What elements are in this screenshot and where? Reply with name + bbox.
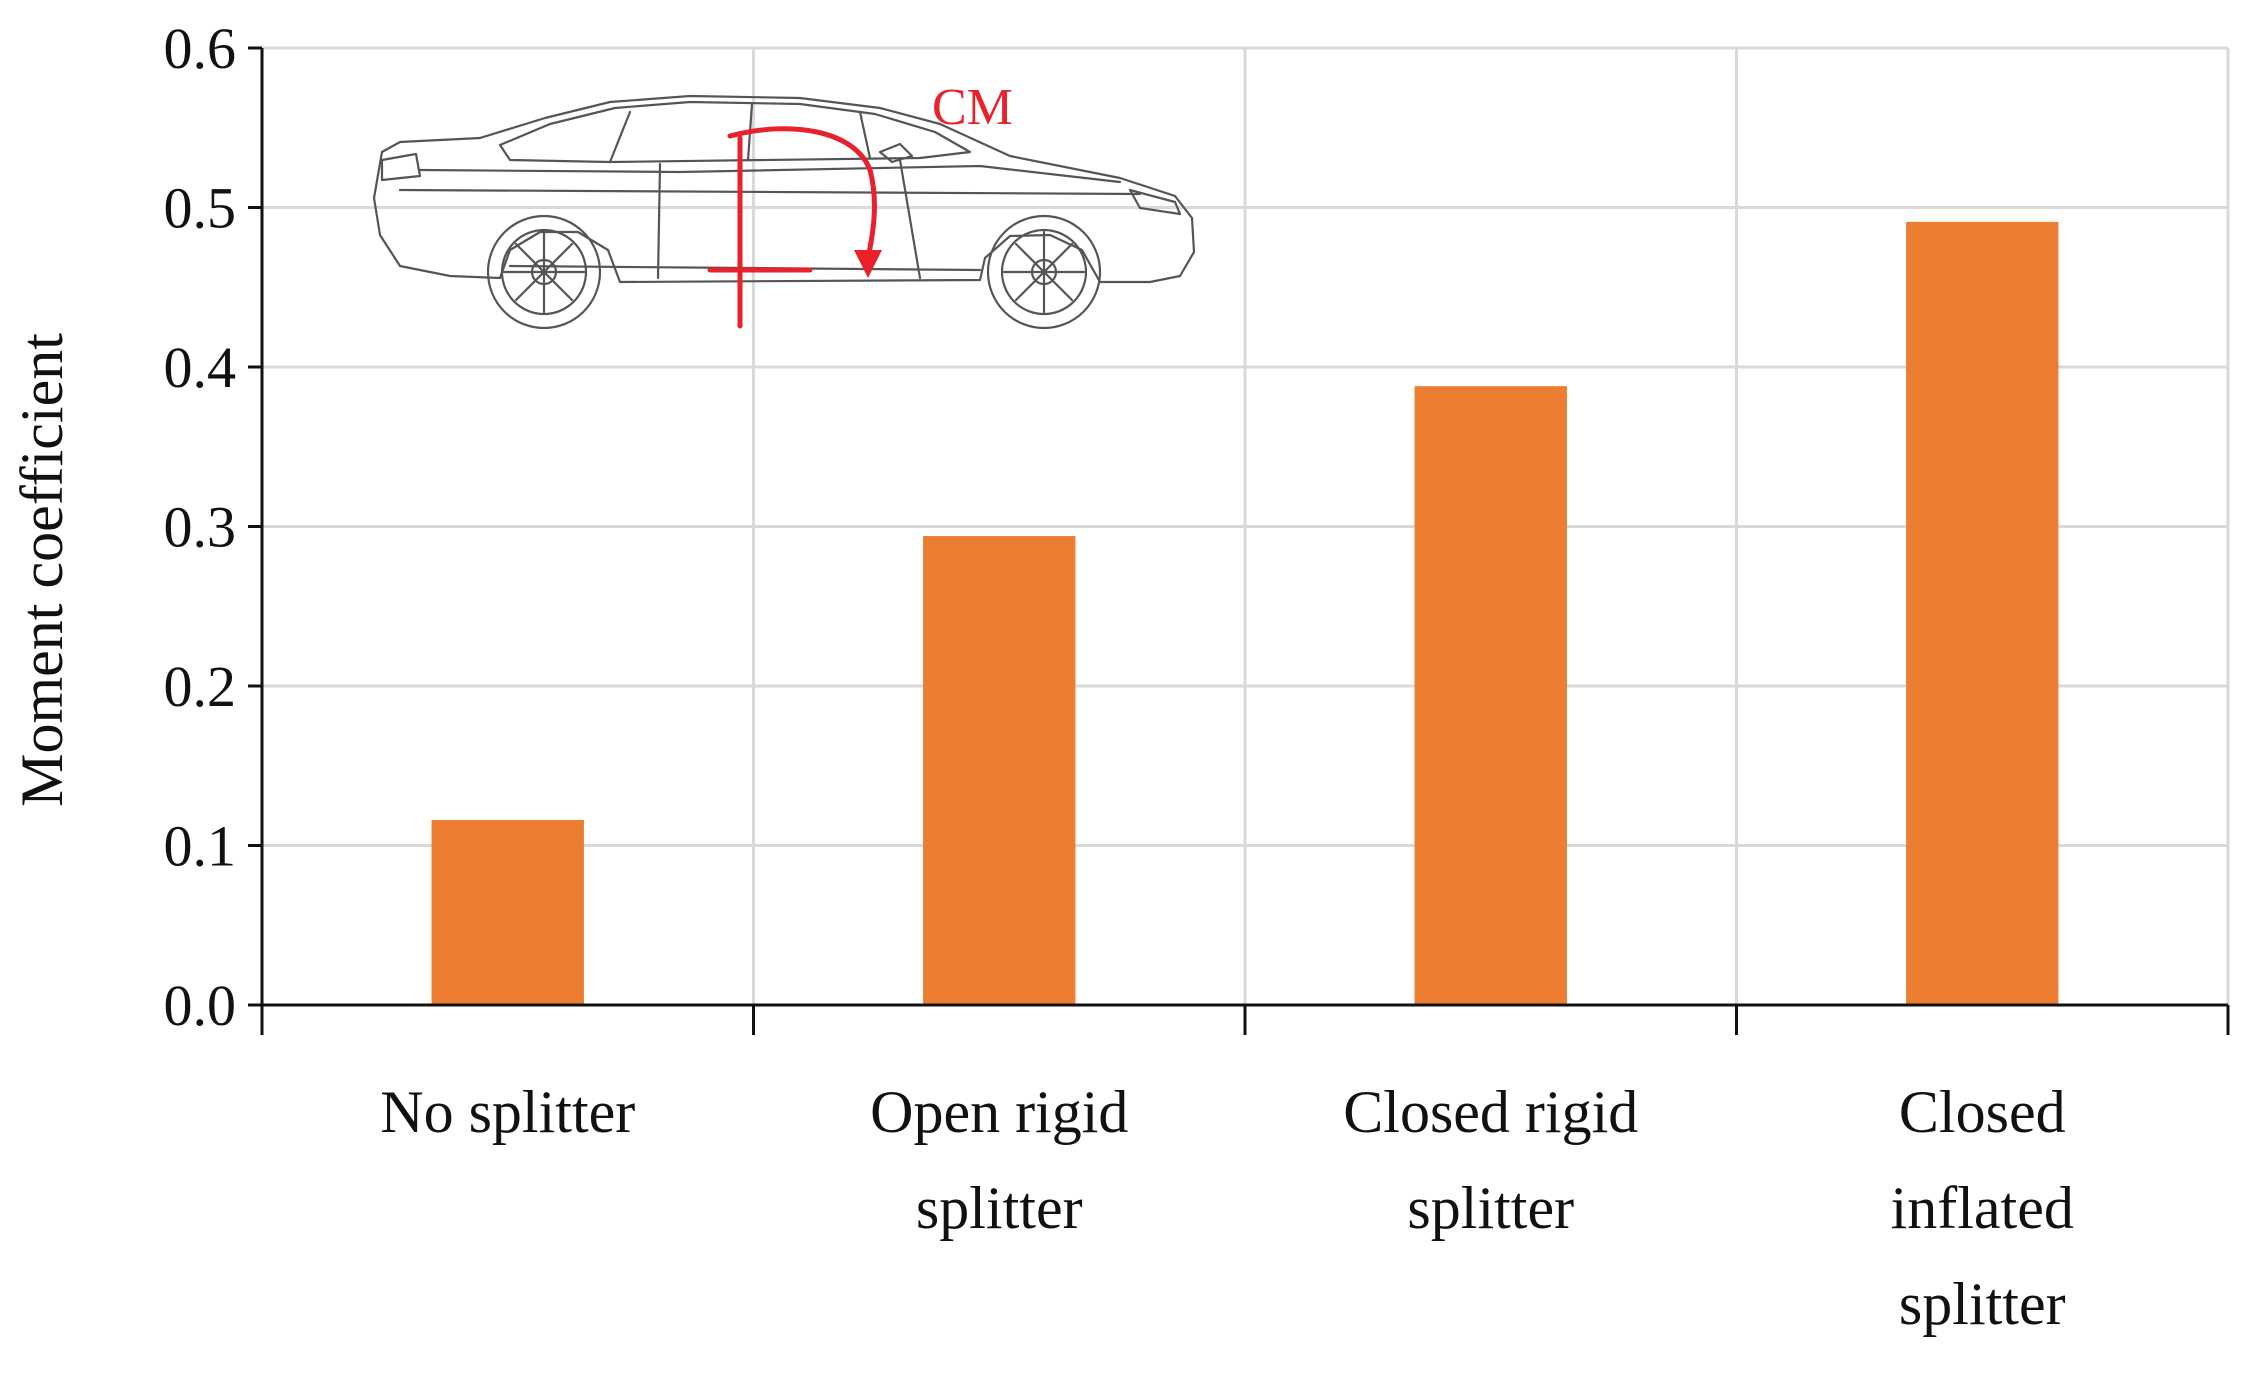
x-category-label: Open rigid splitter	[870, 1079, 1128, 1241]
x-category-label: No splitter	[380, 1079, 635, 1145]
y-tick-label: 0.2	[164, 654, 237, 719]
car-illustration: CM	[372, 79, 1196, 330]
x-category-label: Closed inflated splitter	[1891, 1079, 2074, 1337]
bar	[1906, 221, 2059, 1006]
bars	[431, 221, 2059, 1006]
y-tick-label: 0.3	[164, 495, 237, 560]
x-category-label-line: splitter	[1899, 1271, 2066, 1337]
axes	[248, 46, 2230, 1035]
bar	[431, 819, 584, 1005]
gridlines	[262, 46, 2230, 1005]
x-category-label-line: Closed rigid	[1343, 1079, 1638, 1145]
x-category-label: Closed rigid splitter	[1343, 1079, 1638, 1241]
bar	[923, 536, 1076, 1005]
x-category-label-line: splitter	[916, 1175, 1083, 1241]
x-category-label-line: No splitter	[380, 1079, 635, 1145]
moment-label: CM	[932, 79, 1013, 136]
y-axis-title: Moment coefficient	[9, 333, 75, 807]
bar	[1414, 386, 1567, 1005]
y-tick-label: 0.5	[164, 176, 237, 241]
y-tick-label: 0.1	[164, 814, 237, 879]
y-tick-label: 0.0	[164, 973, 237, 1038]
x-category-label-line: splitter	[1407, 1175, 1574, 1241]
x-category-label-line: inflated	[1891, 1175, 2074, 1241]
y-tick-label: 0.6	[164, 16, 237, 81]
x-category-label-line: Open rigid	[870, 1079, 1128, 1145]
y-tick-labels: 0.0 0.1 0.2 0.3 0.4 0.5 0.6	[164, 16, 237, 1038]
y-tick-label: 0.4	[164, 335, 237, 400]
x-category-label-line: Closed	[1899, 1079, 2066, 1145]
